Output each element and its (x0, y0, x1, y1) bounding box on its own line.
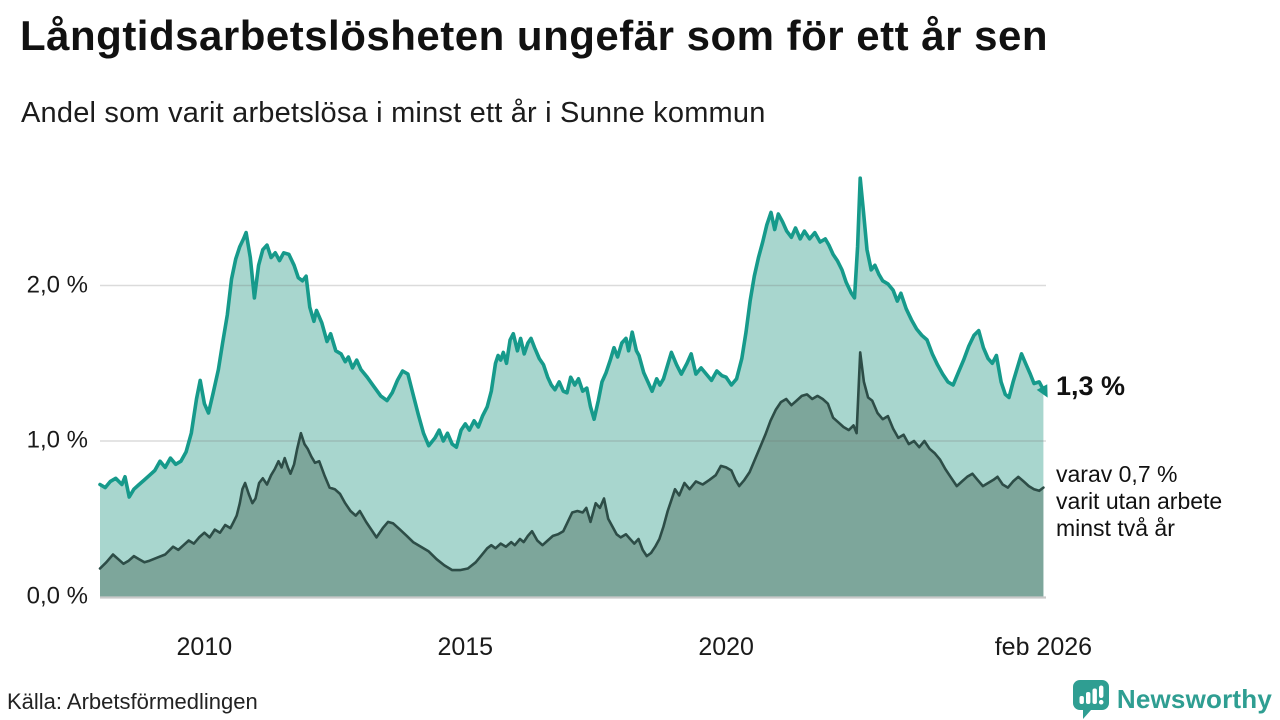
x-axis-label-2010: 2010 (176, 633, 233, 661)
x-axis-label-feb-2026: feb 2026 (994, 633, 1093, 661)
chart-subtitle: Andel som varit arbetslösa i minst ett å… (21, 97, 766, 129)
secondary-annotation-line-1: varav 0,7 % (1056, 461, 1178, 487)
secondary-annotation-line-2: varit utan arbete (1056, 488, 1223, 514)
secondary-value-annotation: varav 0,7 % varit utan arbete minst två … (1056, 461, 1222, 542)
brand-lockup: Newsworthy (1072, 679, 1272, 719)
y-axis-label-0: 0,0 % (26, 581, 88, 609)
page-title: Långtidsarbetslösheten ungefär som för e… (20, 12, 1049, 59)
x-axis-label-2020: 2020 (698, 633, 754, 661)
y-axis-label-2: 2,0 % (26, 270, 88, 298)
brand-name: Newsworthy (1116, 683, 1272, 714)
latest-value-annotation: 1,3 % (1056, 371, 1126, 401)
y-axis-label-1: 1,0 % (26, 426, 88, 454)
newsworthy-logo-icon (1072, 679, 1110, 719)
source-note: Källa: Arbetsförmedlingen (7, 689, 258, 714)
secondary-annotation-line-3: minst två år (1056, 515, 1175, 541)
x-axis-label-2015: 2015 (437, 633, 494, 661)
